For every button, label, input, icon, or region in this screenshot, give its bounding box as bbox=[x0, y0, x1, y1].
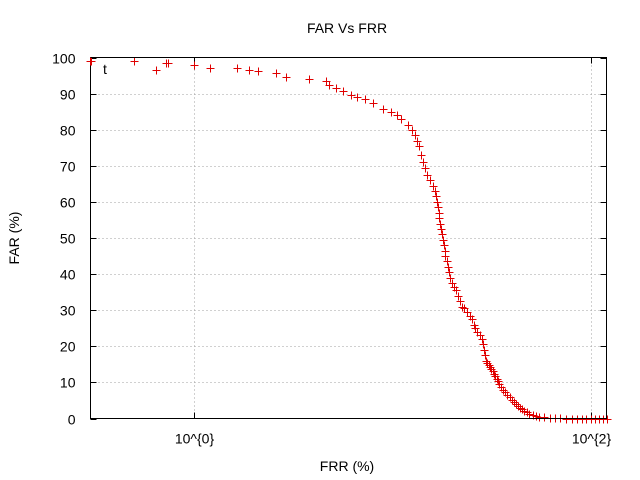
grid-lines bbox=[91, 58, 607, 419]
data-point bbox=[436, 215, 444, 223]
data-point bbox=[440, 237, 448, 245]
data-point bbox=[437, 221, 445, 229]
data-point bbox=[283, 74, 291, 82]
plot-frame bbox=[91, 58, 607, 419]
data-point bbox=[414, 138, 422, 146]
data-point bbox=[234, 65, 242, 73]
y-axis-label: FAR (%) bbox=[6, 212, 22, 265]
y-tick-label: 40 bbox=[60, 267, 76, 283]
x-tick-label: 10^{2} bbox=[572, 431, 612, 447]
data-point bbox=[420, 159, 428, 167]
data-point bbox=[446, 269, 454, 277]
data-point bbox=[255, 68, 263, 76]
data-points bbox=[88, 58, 612, 424]
data-point bbox=[444, 258, 452, 266]
data-point bbox=[445, 264, 453, 272]
data-point bbox=[513, 401, 521, 409]
data-point bbox=[604, 416, 612, 424]
data-point bbox=[153, 67, 161, 75]
chart-title: FAR Vs FRR bbox=[307, 20, 387, 36]
data-point bbox=[481, 347, 489, 355]
y-tick-label: 70 bbox=[60, 159, 76, 175]
data-point bbox=[480, 341, 488, 349]
data-point bbox=[441, 242, 449, 250]
data-point bbox=[333, 85, 341, 93]
data-point bbox=[418, 152, 426, 160]
data-point bbox=[442, 253, 450, 261]
data-point bbox=[511, 399, 519, 407]
data-point bbox=[479, 336, 487, 344]
y-tick-label: 100 bbox=[52, 51, 76, 67]
y-tick-label: 0 bbox=[68, 412, 76, 428]
data-point bbox=[165, 60, 173, 68]
data-point bbox=[306, 76, 314, 84]
axis-ticks: 0 10 20 30 40 50 60 70 80 90 100 10^{0} 10^{2} bbox=[52, 51, 611, 447]
data-point bbox=[455, 293, 463, 301]
y-tick-label: 60 bbox=[60, 195, 76, 211]
data-point bbox=[435, 204, 443, 212]
data-point bbox=[433, 193, 441, 201]
x-tick-label: 10^{0} bbox=[175, 431, 215, 447]
data-point bbox=[432, 188, 440, 196]
data-point bbox=[380, 106, 388, 114]
data-point bbox=[541, 414, 549, 422]
data-point bbox=[482, 352, 490, 360]
data-point bbox=[340, 88, 348, 96]
data-point bbox=[457, 298, 465, 306]
data-point bbox=[273, 70, 281, 78]
data-point bbox=[131, 58, 139, 66]
data-point bbox=[422, 165, 430, 173]
x-axis-label: FRR (%) bbox=[320, 458, 374, 474]
data-point bbox=[459, 304, 467, 312]
data-point bbox=[416, 143, 424, 151]
data-point bbox=[362, 96, 370, 104]
y-tick-label: 30 bbox=[60, 303, 76, 319]
y-tick-label: 80 bbox=[60, 123, 76, 139]
data-point bbox=[405, 122, 413, 130]
data-point bbox=[434, 199, 442, 207]
data-point bbox=[370, 100, 378, 108]
y-tick-label: 20 bbox=[60, 339, 76, 355]
data-point bbox=[191, 62, 199, 70]
data-point bbox=[449, 280, 457, 288]
y-tick-label: 10 bbox=[60, 375, 76, 391]
data-point bbox=[207, 65, 215, 73]
data-point bbox=[398, 116, 406, 124]
data-point bbox=[246, 67, 254, 75]
y-tick-label: 50 bbox=[60, 231, 76, 247]
legend: t bbox=[87, 58, 108, 78]
data-point bbox=[447, 275, 455, 283]
data-point bbox=[438, 226, 446, 234]
y-tick-label: 90 bbox=[60, 87, 76, 103]
data-point bbox=[439, 231, 447, 239]
legend-label: t bbox=[103, 61, 107, 77]
data-point bbox=[348, 92, 356, 100]
